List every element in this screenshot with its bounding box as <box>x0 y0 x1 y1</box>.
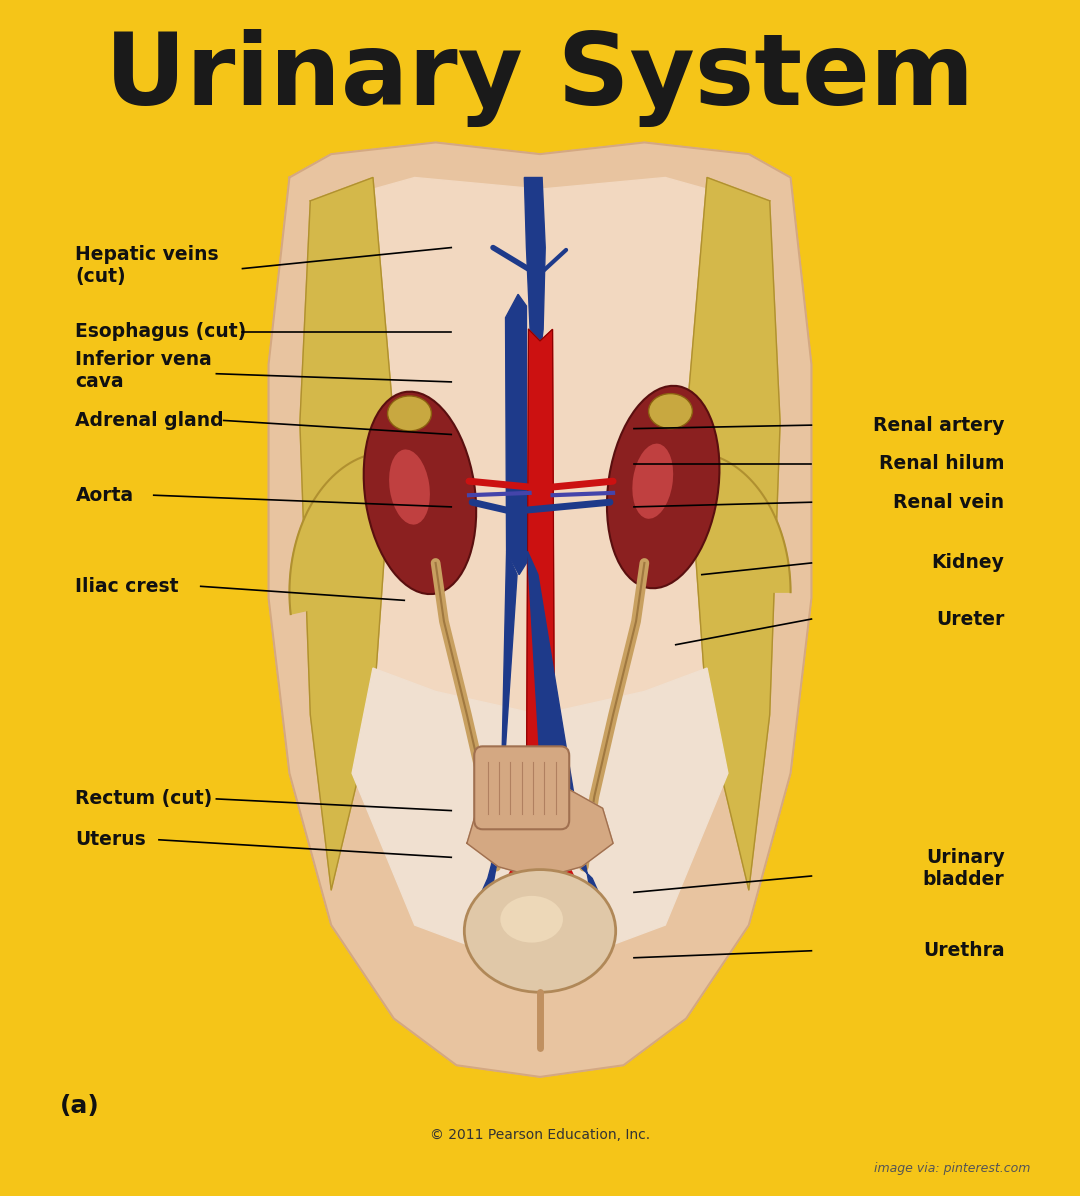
Text: Hepatic veins
(cut): Hepatic veins (cut) <box>76 245 219 286</box>
Ellipse shape <box>500 896 563 942</box>
Text: Uterus: Uterus <box>76 830 146 849</box>
Text: Iliac crest: Iliac crest <box>76 576 179 596</box>
Polygon shape <box>310 177 770 948</box>
Text: Adrenal gland: Adrenal gland <box>76 411 224 429</box>
Text: © 2011 Pearson Education, Inc.: © 2011 Pearson Education, Inc. <box>430 1128 650 1142</box>
Polygon shape <box>289 453 376 614</box>
Polygon shape <box>477 551 517 925</box>
Ellipse shape <box>389 450 430 525</box>
FancyBboxPatch shape <box>474 746 569 829</box>
Polygon shape <box>505 294 526 574</box>
Ellipse shape <box>464 869 616 993</box>
Text: Renal artery: Renal artery <box>873 416 1004 434</box>
Text: Aorta: Aorta <box>76 486 134 505</box>
Ellipse shape <box>633 444 673 519</box>
Text: Kidney: Kidney <box>932 554 1004 573</box>
Text: image via: pinterest.com: image via: pinterest.com <box>875 1161 1030 1174</box>
Ellipse shape <box>388 396 431 431</box>
Polygon shape <box>704 453 791 592</box>
Polygon shape <box>686 177 780 890</box>
Text: Renal vein: Renal vein <box>893 493 1004 512</box>
Polygon shape <box>542 808 599 972</box>
Ellipse shape <box>607 386 719 588</box>
Ellipse shape <box>364 391 476 594</box>
Polygon shape <box>352 669 728 972</box>
Polygon shape <box>269 142 811 1076</box>
Polygon shape <box>527 551 603 925</box>
Polygon shape <box>467 785 613 878</box>
Text: Renal hilum: Renal hilum <box>879 454 1004 474</box>
Text: Ureter: Ureter <box>936 610 1004 629</box>
Text: (a): (a) <box>59 1094 99 1118</box>
Text: Rectum (cut): Rectum (cut) <box>76 789 213 808</box>
Polygon shape <box>300 177 394 890</box>
Text: Urethra: Urethra <box>923 941 1004 960</box>
Text: Esophagus (cut): Esophagus (cut) <box>76 322 246 341</box>
Text: Inferior vena
cava: Inferior vena cava <box>76 349 212 391</box>
Text: Urinary
bladder: Urinary bladder <box>922 848 1004 890</box>
Ellipse shape <box>649 393 692 428</box>
Polygon shape <box>524 177 545 365</box>
Text: Urinary System: Urinary System <box>106 29 974 127</box>
Polygon shape <box>483 808 540 972</box>
Polygon shape <box>526 329 555 831</box>
